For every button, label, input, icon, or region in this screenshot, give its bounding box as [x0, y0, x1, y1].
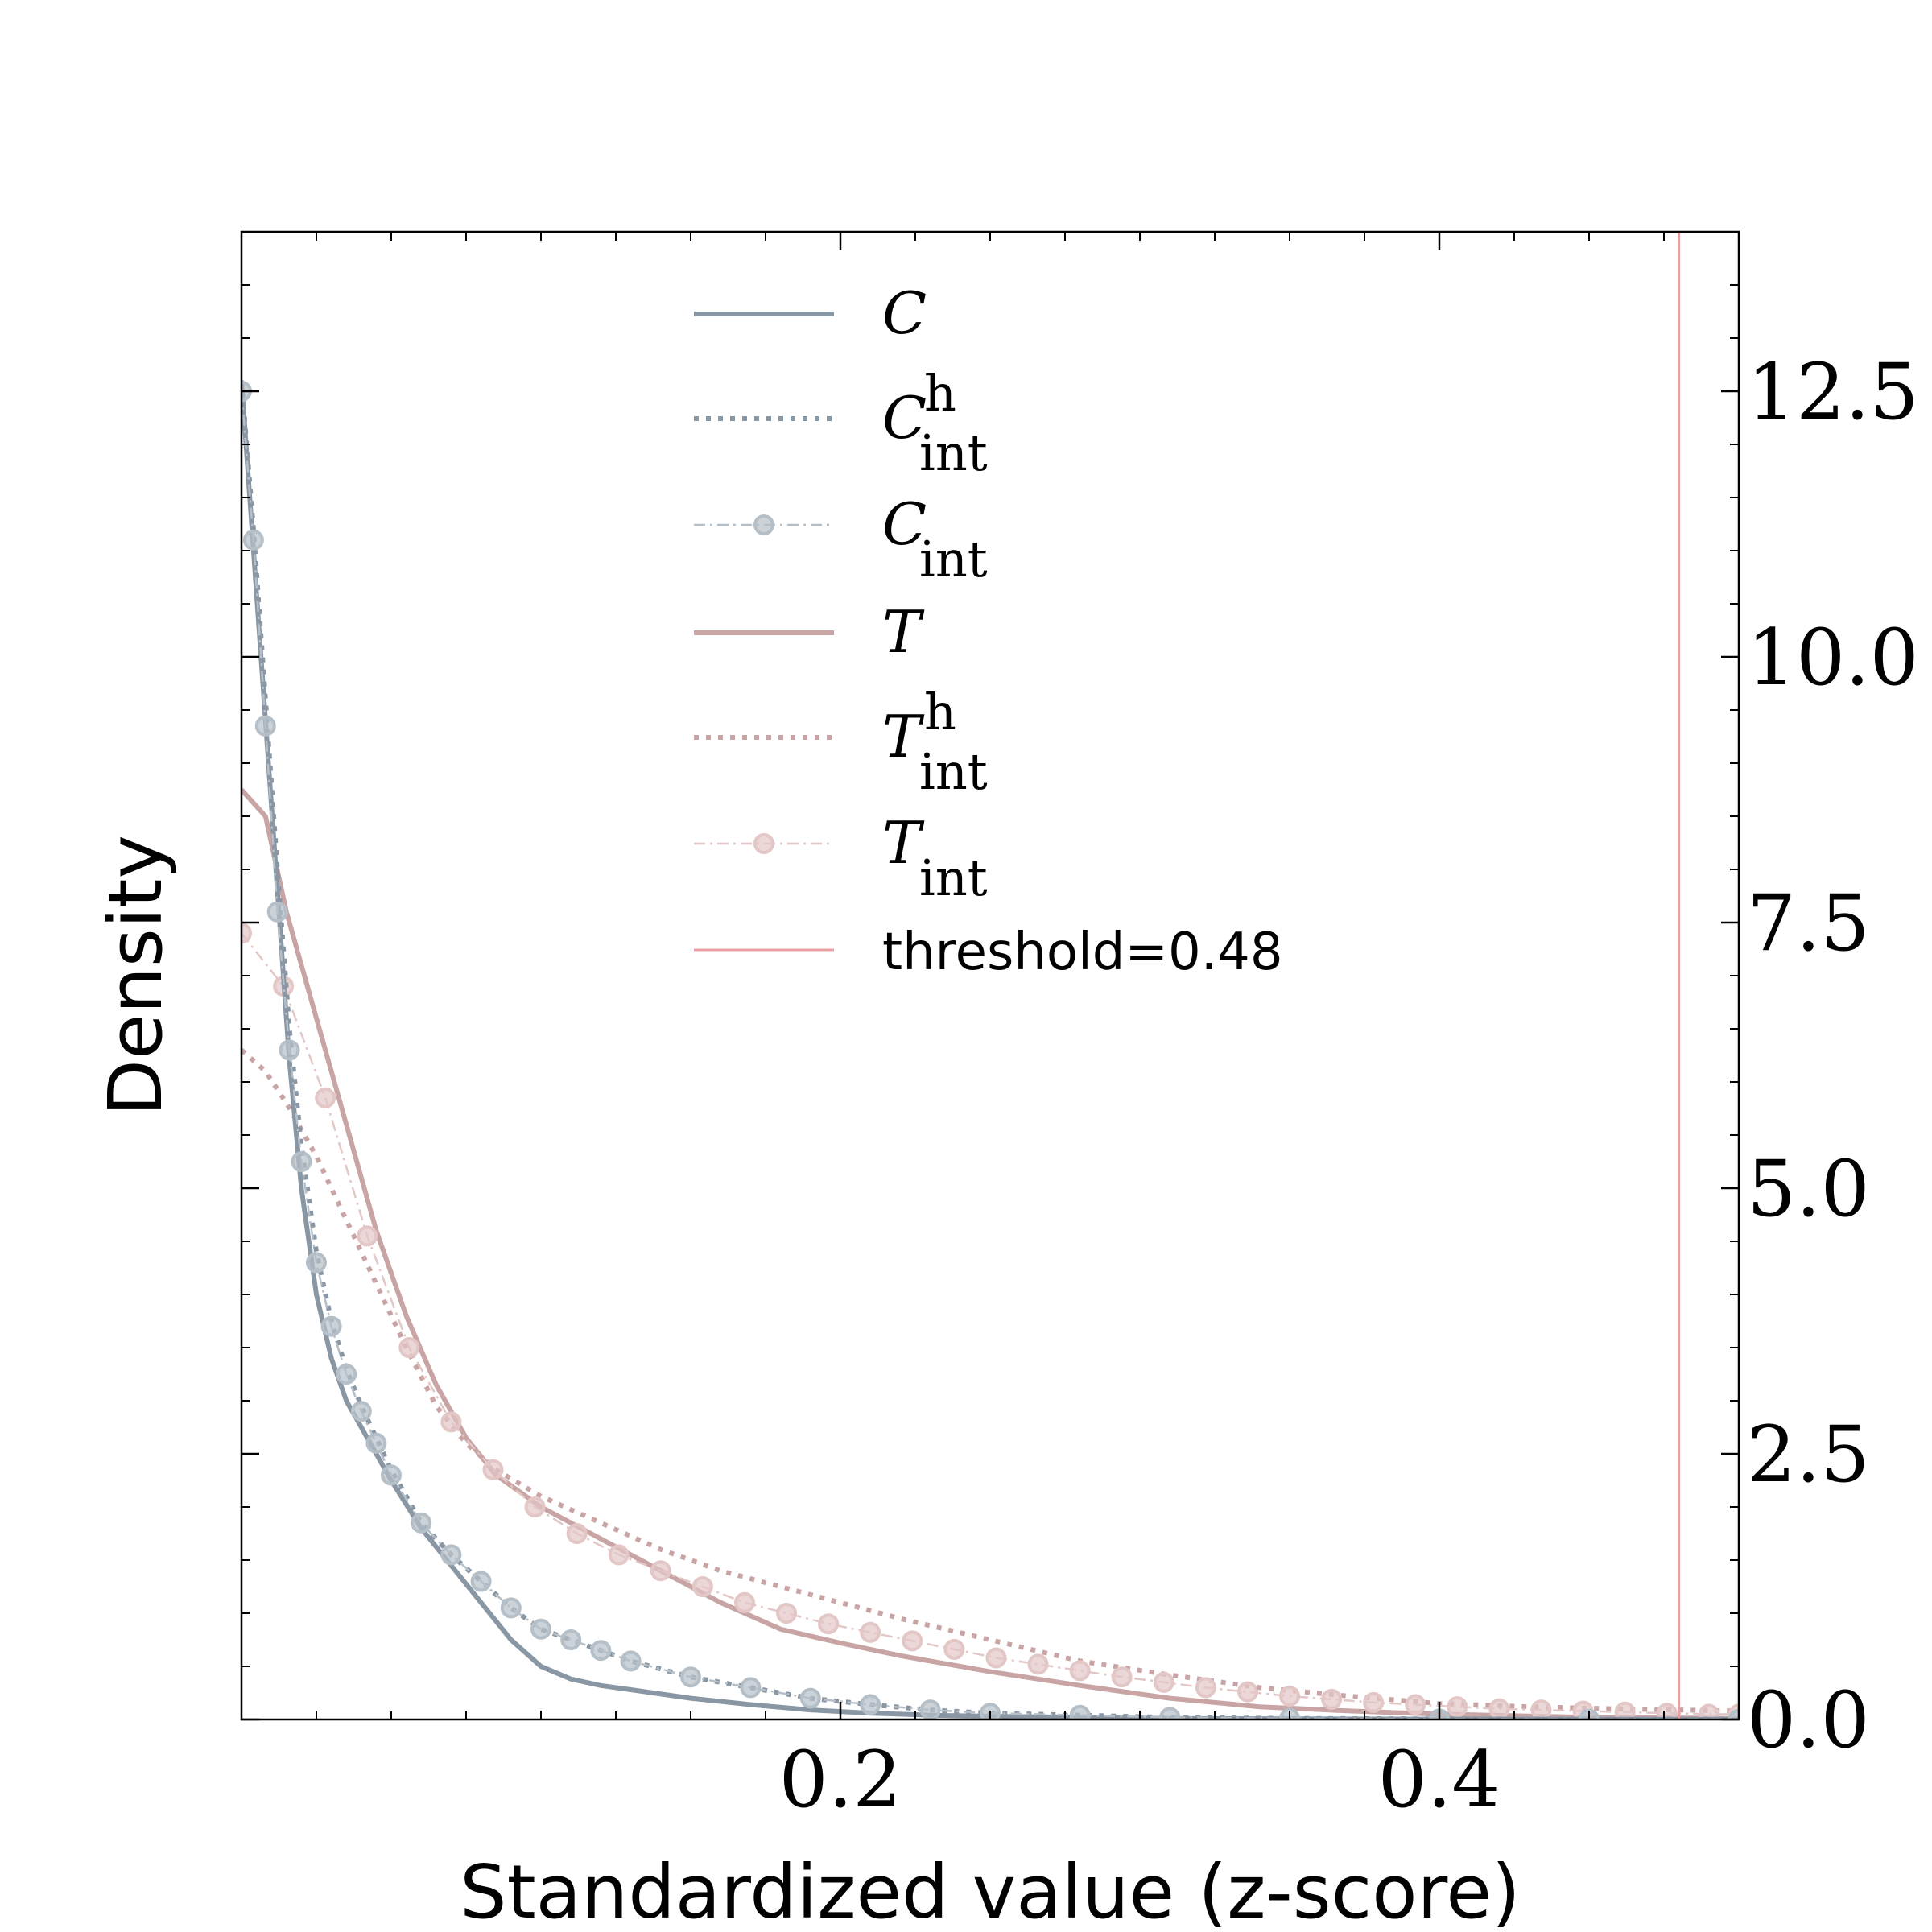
series-2-point: [254, 715, 276, 737]
x-axis-label: Standardized value (z-score): [460, 1849, 1521, 1932]
legend-label-5: T: [882, 809, 925, 877]
series-5-point: [398, 1337, 420, 1358]
series-5-point: [860, 1621, 881, 1643]
series-2-point: [350, 1401, 372, 1422]
legend-sub-4: int: [919, 742, 988, 801]
x-tick-label: 0.4: [1378, 1735, 1501, 1825]
legend-sup-4: h: [924, 683, 956, 741]
series-5-point: [1195, 1677, 1216, 1699]
y-tick-label: 10.0: [1747, 613, 1919, 703]
series-2-point: [500, 1597, 522, 1619]
series-5-point: [1405, 1694, 1426, 1715]
legend-sub-2: int: [919, 530, 988, 588]
series-2-point: [680, 1666, 701, 1688]
series-5-point: [1488, 1698, 1510, 1719]
y-tick-label: 5.0: [1747, 1144, 1870, 1234]
series-2-point: [266, 901, 288, 923]
legend-label-4: T: [882, 703, 925, 770]
series-5: [242, 923, 1739, 1719]
legend-label-3: T: [882, 598, 925, 666]
legend-sub-5: int: [919, 848, 988, 907]
series-5-point: [1153, 1671, 1174, 1693]
series-5-point: [1447, 1696, 1468, 1718]
series-5-point: [524, 1496, 546, 1517]
x-tick-label: 0.2: [779, 1735, 902, 1825]
y-tick-label: 7.5: [1747, 878, 1870, 968]
series-2-point: [242, 529, 264, 551]
series-2-point: [1159, 1707, 1181, 1719]
series-2-point: [365, 1432, 387, 1454]
legend-label-2: C: [882, 490, 927, 558]
y-tick-label: 2.5: [1747, 1410, 1870, 1500]
series-5-point: [985, 1647, 1007, 1669]
series-5-point: [1027, 1653, 1049, 1675]
series-2-point: [620, 1650, 642, 1672]
series-5-point: [691, 1576, 713, 1597]
legend-label-threshold: threshold=0.48: [882, 923, 1283, 982]
series-5-point: [943, 1638, 965, 1660]
series-5-point: [818, 1613, 840, 1635]
series-5-point: [776, 1603, 798, 1624]
series-5-point: [315, 1087, 336, 1108]
series-2-point: [590, 1640, 612, 1662]
series-5-point: [902, 1630, 923, 1652]
legend-marker-2: [753, 514, 774, 535]
legend-sub-1: int: [919, 423, 988, 482]
series-5-point: [242, 923, 252, 944]
series-5-point: [482, 1459, 504, 1480]
series-2-point: [560, 1629, 582, 1650]
series-5-point: [1530, 1699, 1552, 1719]
series-2-point: [306, 1252, 327, 1274]
legend-sup-1: h: [924, 364, 956, 423]
series-2-point: [470, 1571, 492, 1592]
legend-item-3: T: [694, 598, 925, 666]
y-tick-label: 0.0: [1747, 1675, 1870, 1765]
series-2-point: [530, 1618, 551, 1640]
series-5-point: [650, 1560, 671, 1582]
legend-marker-5: [753, 833, 774, 854]
series-5-point: [440, 1411, 462, 1433]
series-5-point: [1236, 1681, 1258, 1703]
series-2-point: [1069, 1704, 1091, 1719]
legend-item-0: C: [694, 279, 927, 347]
series-2-point: [279, 1039, 300, 1061]
series-2-point: [336, 1364, 357, 1385]
series-2-point: [411, 1512, 432, 1534]
series-5-point: [1698, 1703, 1719, 1719]
series-2-point: [320, 1315, 342, 1337]
series-5-point: [357, 1225, 378, 1247]
series-5-point: [1111, 1666, 1133, 1688]
series-2: [242, 381, 1739, 1719]
series-2-point: [919, 1699, 941, 1719]
legend-label-1: C: [882, 384, 927, 452]
series-2-point: [799, 1687, 821, 1709]
series-5-point: [1279, 1685, 1300, 1707]
series-2-point: [860, 1694, 881, 1715]
y-tick-label: 12.5: [1747, 347, 1919, 437]
legend-item-threshold: threshold=0.48: [694, 923, 1283, 982]
legend-label-0: C: [882, 279, 927, 347]
tick-layer: 0.2 0.4 0.0 2.5 5.0 7.5 10.0 12.5: [242, 232, 1919, 1825]
y-axis-label: Density: [93, 835, 179, 1117]
series-5-point: [1614, 1701, 1636, 1719]
series-5-point: [1363, 1691, 1385, 1713]
series-2-point: [381, 1464, 402, 1486]
series-5-point: [1321, 1688, 1343, 1710]
series-5-point: [733, 1591, 755, 1613]
series-5-point: [1656, 1703, 1678, 1719]
series-2-point: [740, 1677, 762, 1699]
series-2-point: [291, 1151, 312, 1172]
series-5-point: [566, 1523, 588, 1544]
series-2-point: [440, 1544, 462, 1566]
series-5-point: [1069, 1660, 1091, 1682]
series-5-point: [608, 1544, 630, 1566]
